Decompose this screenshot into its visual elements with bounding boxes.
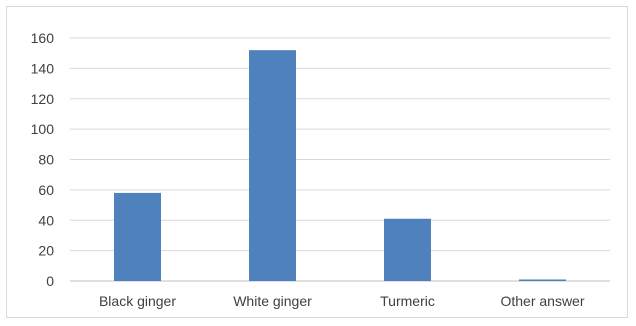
x-tick-label: Turmeric (380, 293, 435, 309)
y-tick-label: 20 (38, 243, 54, 259)
y-tick-label: 120 (31, 91, 55, 107)
x-tick-label: Other answer (500, 293, 584, 309)
chart-frame (6, 6, 628, 318)
bar-black-ginger (114, 192, 161, 281)
bar-other-answer (519, 279, 566, 281)
y-axis-ticks: 0 20 40 60 80 100 120 140 160 (31, 30, 55, 289)
y-tick-label: 100 (31, 121, 55, 137)
y-tick-label: 160 (31, 30, 55, 46)
x-axis-ticks: Black ginger White ginger Turmeric Other an… (99, 293, 585, 309)
y-tick-label: 60 (38, 182, 54, 198)
bar-white-ginger (249, 50, 296, 282)
y-tick-label: 80 (38, 152, 54, 168)
bars (114, 50, 566, 282)
y-tick-label: 40 (38, 212, 54, 228)
x-tick-label: Black ginger (99, 293, 176, 309)
bar-turmeric (384, 218, 431, 281)
x-tick-label: White ginger (233, 293, 312, 309)
y-tick-label: 140 (31, 60, 55, 76)
y-tick-label: 0 (46, 273, 54, 289)
